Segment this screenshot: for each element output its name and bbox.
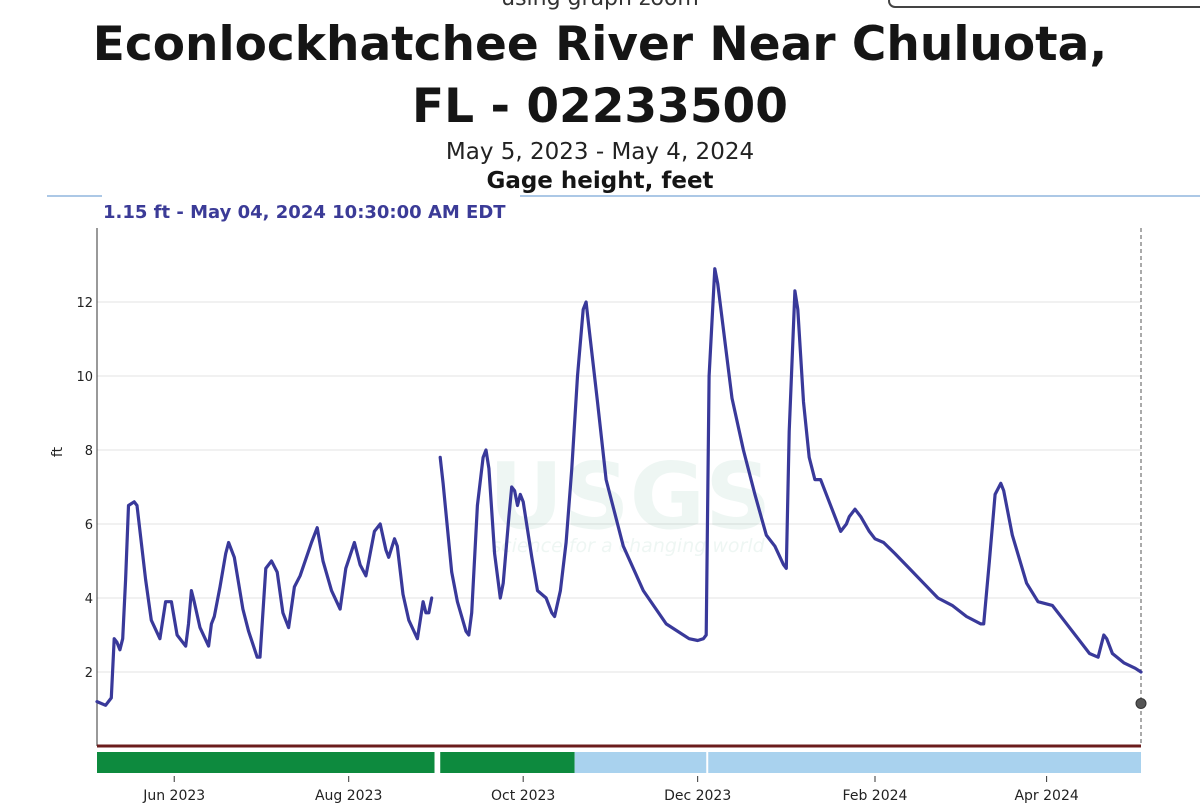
y-tick-label: 2 [85,666,93,681]
y-axis-label: ft [50,446,66,457]
series-line [95,500,434,707]
status-bar-approved [97,752,435,773]
zoom-hint: - using graph zoom - [0,0,1200,11]
chart-title: Econlockhatchee River Near Chuluota, FL … [92,17,1108,134]
y-tick-label: 4 [85,592,93,607]
status-bar-approved [440,752,575,773]
status-bar-provisional [574,752,707,773]
x-tick-label: Aug 2023 [315,788,382,804]
y-tick-label: 10 [76,370,93,385]
usgs-watermark-tagline: science for a changing world [491,535,765,557]
panel-tab[interactable] [888,0,1200,8]
hover-tooltip: 1.15 ft - May 04, 2024 10:30:00 AM EDT [103,202,506,223]
date-range-subtitle: May 5, 2023 - May 4, 2024 [445,139,755,165]
status-bar-provisional [708,752,1141,773]
current-value-marker [1135,697,1147,709]
usgs-watermark-logo: USGS [489,443,772,550]
x-tick-label: Jun 2023 [142,788,205,804]
series-line [438,267,1143,674]
x-tick-label: Feb 2024 [843,788,908,804]
x-tick-label: Oct 2023 [491,788,555,804]
x-tick-label: Apr 2024 [1014,788,1078,804]
x-tick-label: Dec 2023 [664,788,731,804]
parameter-name: Gage height, feet [486,168,714,194]
y-tick-label: 12 [76,296,93,311]
y-tick-label: 8 [85,444,93,459]
y-tick-label: 6 [85,518,93,533]
